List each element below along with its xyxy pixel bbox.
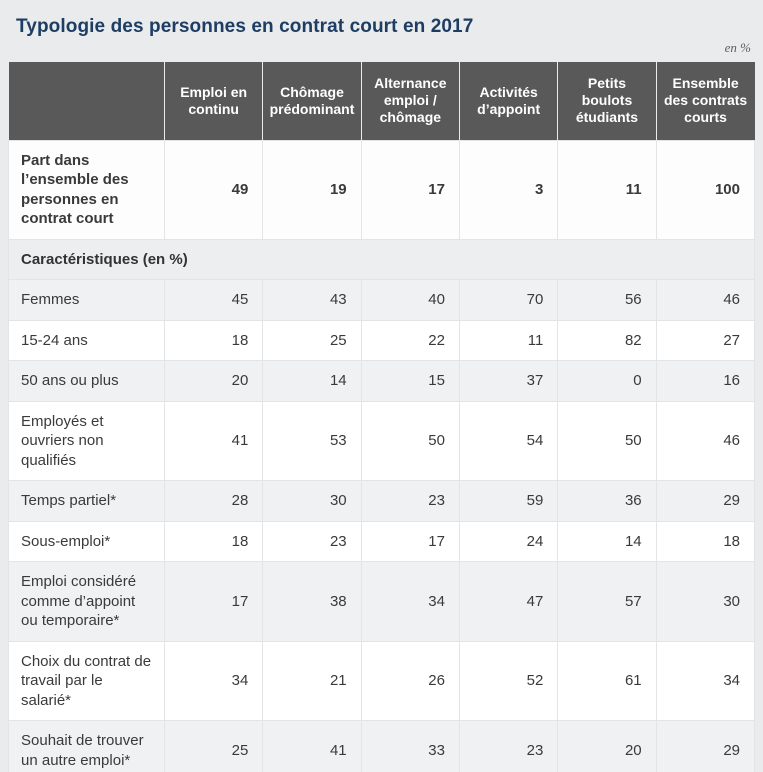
section-header: Caractéristiques (en %) bbox=[8, 238, 755, 280]
cell-value: 25 bbox=[262, 319, 362, 361]
section-header-row: Caractéristiques (en %) bbox=[8, 238, 755, 280]
cell-value: 34 bbox=[360, 561, 460, 642]
column-header-petits-boulots-etudiants: Petits boulots étudiants bbox=[557, 62, 657, 140]
cell-value: 47 bbox=[458, 561, 559, 642]
cell-value: 29 bbox=[655, 480, 756, 522]
row-label: Emploi considéré comme d’appoint ou temp… bbox=[8, 561, 165, 642]
cell-value: 3 bbox=[458, 139, 559, 240]
table-row-15-24-ans: 15-24 ans 18 25 22 11 82 27 bbox=[8, 319, 756, 361]
header-row: Emploi en continu Chômage prédominant Al… bbox=[8, 62, 755, 140]
cell-value: 28 bbox=[163, 480, 264, 522]
cell-value: 20 bbox=[557, 720, 657, 772]
page-title: Typologie des personnes en contrat court… bbox=[16, 16, 474, 37]
cell-value: 38 bbox=[262, 561, 362, 642]
cell-value: 100 bbox=[655, 139, 756, 240]
cell-value: 46 bbox=[655, 279, 756, 321]
summary-row: Part dans l’ensemble des personnes en co… bbox=[8, 139, 756, 240]
cell-value: 45 bbox=[163, 279, 264, 321]
cell-value: 50 bbox=[557, 400, 657, 481]
row-label: Employés et ouvriers non qualifiés bbox=[8, 400, 165, 481]
cell-value: 26 bbox=[360, 640, 460, 721]
table-row-temps-partiel: Temps partiel* 28 30 23 59 36 29 bbox=[8, 480, 756, 522]
cell-value: 19 bbox=[262, 139, 362, 240]
corner-cell bbox=[8, 62, 165, 140]
cell-value: 34 bbox=[655, 640, 756, 721]
table-row-employes-ouvriers-non-qualifies: Employés et ouvriers non qualifiés 41 53… bbox=[8, 400, 756, 481]
cell-value: 25 bbox=[163, 720, 264, 772]
cell-value: 46 bbox=[655, 400, 756, 481]
cell-value: 70 bbox=[458, 279, 559, 321]
cell-value: 34 bbox=[163, 640, 264, 721]
cell-value: 14 bbox=[557, 520, 657, 562]
cell-value: 18 bbox=[655, 520, 756, 562]
cell-value: 20 bbox=[163, 360, 264, 402]
row-label: 50 ans ou plus bbox=[8, 360, 165, 402]
cell-value: 0 bbox=[557, 360, 657, 402]
cell-value: 49 bbox=[163, 139, 264, 240]
cell-value: 30 bbox=[262, 480, 362, 522]
row-label: 15-24 ans bbox=[8, 319, 165, 361]
cell-value: 41 bbox=[262, 720, 362, 772]
cell-value: 33 bbox=[360, 720, 460, 772]
row-label: Sous-emploi* bbox=[8, 520, 165, 562]
column-header-ensemble-contrats-courts: Ensemble des contrats courts bbox=[655, 62, 755, 140]
cell-value: 30 bbox=[655, 561, 756, 642]
cell-value: 17 bbox=[163, 561, 264, 642]
cell-value: 24 bbox=[458, 520, 559, 562]
cell-value: 36 bbox=[557, 480, 657, 522]
row-label: Souhait de trouver un autre emploi* bbox=[8, 720, 165, 772]
row-label: Part dans l’ensemble des personnes en co… bbox=[8, 139, 165, 240]
cell-value: 17 bbox=[360, 520, 460, 562]
cell-value: 18 bbox=[163, 319, 264, 361]
cell-value: 56 bbox=[557, 279, 657, 321]
cell-value: 82 bbox=[557, 319, 657, 361]
cell-value: 14 bbox=[262, 360, 362, 402]
cell-value: 15 bbox=[360, 360, 460, 402]
cell-value: 29 bbox=[655, 720, 756, 772]
cell-value: 23 bbox=[360, 480, 460, 522]
cell-value: 41 bbox=[163, 400, 264, 481]
cell-value: 52 bbox=[458, 640, 559, 721]
row-label: Temps partiel* bbox=[8, 480, 165, 522]
table-row-emploi-appoint-temporaire: Emploi considéré comme d’appoint ou temp… bbox=[8, 561, 756, 642]
cell-value: 50 bbox=[360, 400, 460, 481]
cell-value: 22 bbox=[360, 319, 460, 361]
cell-value: 59 bbox=[458, 480, 559, 522]
typology-table: Emploi en continu Chômage prédominant Al… bbox=[8, 62, 756, 772]
row-label: Choix du contrat de travail par le salar… bbox=[8, 640, 165, 721]
table-row-choix-du-contrat: Choix du contrat de travail par le salar… bbox=[8, 640, 756, 721]
cell-value: 27 bbox=[655, 319, 756, 361]
table-row-femmes: Femmes 45 43 40 70 56 46 bbox=[8, 279, 756, 321]
cell-value: 18 bbox=[163, 520, 264, 562]
column-header-activites-appoint: Activités d’appoint bbox=[458, 62, 558, 140]
table-row-sous-emploi: Sous-emploi* 18 23 17 24 14 18 bbox=[8, 520, 756, 562]
unit-note: en % bbox=[724, 40, 751, 55]
cell-value: 53 bbox=[262, 400, 362, 481]
table-row-50-ans-ou-plus: 50 ans ou plus 20 14 15 37 0 16 bbox=[8, 360, 756, 402]
column-header-emploi-continu: Emploi en continu bbox=[163, 62, 263, 140]
cell-value: 23 bbox=[262, 520, 362, 562]
cell-value: 37 bbox=[458, 360, 559, 402]
cell-value: 40 bbox=[360, 279, 460, 321]
cell-value: 21 bbox=[262, 640, 362, 721]
cell-value: 16 bbox=[655, 360, 756, 402]
cell-value: 11 bbox=[458, 319, 559, 361]
column-header-alternance-emploi-chomage: Alternance emploi / chômage bbox=[360, 62, 460, 140]
row-label: Femmes bbox=[8, 279, 165, 321]
cell-value: 23 bbox=[458, 720, 559, 772]
cell-value: 43 bbox=[262, 279, 362, 321]
cell-value: 11 bbox=[557, 139, 657, 240]
cell-value: 57 bbox=[557, 561, 657, 642]
table-row-souhait-autre-emploi: Souhait de trouver un autre emploi* 25 4… bbox=[8, 720, 756, 772]
cell-value: 17 bbox=[360, 139, 460, 240]
column-header-chomage-predominant: Chômage prédominant bbox=[262, 62, 362, 140]
cell-value: 61 bbox=[557, 640, 657, 721]
cell-value: 54 bbox=[458, 400, 559, 481]
